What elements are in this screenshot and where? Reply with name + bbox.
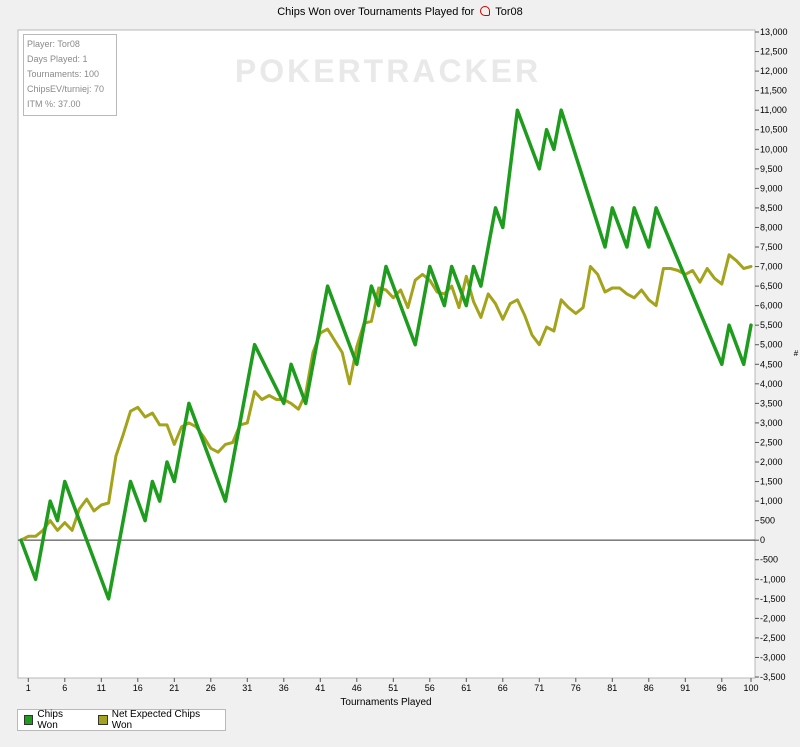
x-tick-label: 100 xyxy=(743,683,758,693)
x-tick-label: 46 xyxy=(352,683,362,693)
legend-swatch-chips-won xyxy=(24,715,34,725)
y-tick-label: 6,000 xyxy=(760,301,783,311)
x-tick-label: 51 xyxy=(388,683,398,693)
y-tick-label: -500 xyxy=(760,555,778,565)
y-tick-label: 10,500 xyxy=(760,125,788,135)
y-tick-label: 11,000 xyxy=(760,105,787,115)
legend-label-chips-won: Chips Won xyxy=(37,709,63,731)
y-tick-label: 5,500 xyxy=(760,320,783,330)
legend-item-chips-won[interactable]: Chips Won xyxy=(24,709,82,731)
y-tick-label: 10,000 xyxy=(760,144,788,154)
y-tick-label: 12,000 xyxy=(760,66,788,76)
title-text: Chips Won over Tournaments Played for xyxy=(277,6,475,18)
y-tick-label: 9,500 xyxy=(760,164,783,174)
series-line-net-expected[interactable] xyxy=(19,253,753,542)
y-tick-label: 0 xyxy=(760,535,765,545)
y-tick-label: -3,000 xyxy=(760,652,786,662)
info-line: ChipsEV/turniej: 70 xyxy=(27,84,105,94)
watermark: POKERTRACKER xyxy=(235,53,541,89)
y-tick-label: -2,000 xyxy=(760,613,786,623)
x-tick-label: 11 xyxy=(97,683,106,693)
x-tick-label: 41 xyxy=(315,683,325,693)
info-line: ITM %: 37.00 xyxy=(27,99,81,109)
y-tick-label: 7,000 xyxy=(760,262,783,272)
legend-item-net-expected[interactable]: Net Expected Chips Won xyxy=(98,709,215,731)
y-tick-label: -3,500 xyxy=(760,672,786,682)
y-tick-label: 2,500 xyxy=(760,437,783,447)
x-tick-label: 56 xyxy=(425,683,435,693)
y-tick-label: 2,000 xyxy=(760,457,783,467)
y-tick-label: -2,500 xyxy=(760,633,786,643)
x-tick-label: 81 xyxy=(607,683,617,693)
legend: Chips Won Net Expected Chips Won xyxy=(17,709,226,731)
legend-swatch-net-expected xyxy=(98,715,108,725)
legend-label-net-expected: Net Expected Chips Won xyxy=(111,709,201,731)
y-tick-label: 4,500 xyxy=(760,359,783,369)
x-tick-label: 26 xyxy=(206,683,216,693)
x-tick-label: 66 xyxy=(498,683,508,693)
y-tick-label: 6,500 xyxy=(760,281,783,291)
y-tick-label: 500 xyxy=(760,516,775,526)
player-info-box: Player: Tor08 Days Played: 1 Tournaments: … xyxy=(23,34,117,116)
y-tick-label: -1,000 xyxy=(760,574,786,584)
y-tick-label: 1,500 xyxy=(760,477,783,487)
y-tick-label: 5,000 xyxy=(760,340,783,350)
x-tick-label: 71 xyxy=(534,683,544,693)
x-tick-label: 1 xyxy=(26,683,31,693)
info-line: Player: Tor08 xyxy=(27,39,80,49)
chart-title: Chips Won over Tournaments Played for To… xyxy=(0,6,800,18)
y-tick-label: 11,500 xyxy=(760,86,787,96)
x-tick-label: 36 xyxy=(279,683,289,693)
title-player-name: Tor08 xyxy=(495,6,523,18)
x-tick-label: 76 xyxy=(571,683,581,693)
y-tick-label: 8,500 xyxy=(760,203,783,213)
y-tick-label: 7,500 xyxy=(760,242,783,252)
x-tick-label: 96 xyxy=(717,683,727,693)
y-tick-label: 1,000 xyxy=(760,496,783,506)
y-tick-label: 13,000 xyxy=(760,27,788,37)
y-tick-label: -1,500 xyxy=(760,594,786,604)
series-line-chips-won[interactable] xyxy=(19,108,753,601)
y-tick-label: 3,000 xyxy=(760,418,783,428)
y-tick-label: 4,000 xyxy=(760,379,783,389)
x-tick-label: 31 xyxy=(242,683,252,693)
y-tick-label: 8,000 xyxy=(760,222,783,232)
x-tick-label: 6 xyxy=(62,683,67,693)
player-icon xyxy=(480,6,491,16)
x-tick-label: 61 xyxy=(461,683,471,693)
x-tick-label: 91 xyxy=(680,683,690,693)
info-line: Days Played: 1 xyxy=(27,54,88,64)
info-line: Tournaments: 100 xyxy=(27,69,100,79)
x-tick-label: 16 xyxy=(133,683,143,693)
y-tick-label: 9,000 xyxy=(760,183,783,193)
x-tick-label: 86 xyxy=(644,683,654,693)
y-axis-symbol: # xyxy=(794,349,799,358)
x-tick-label: 21 xyxy=(169,683,179,693)
y-tick-label: 3,500 xyxy=(760,398,783,408)
y-tick-label: 12,500 xyxy=(760,47,788,57)
x-axis-label: Tournaments Played xyxy=(340,697,431,708)
plot-area xyxy=(17,29,756,679)
